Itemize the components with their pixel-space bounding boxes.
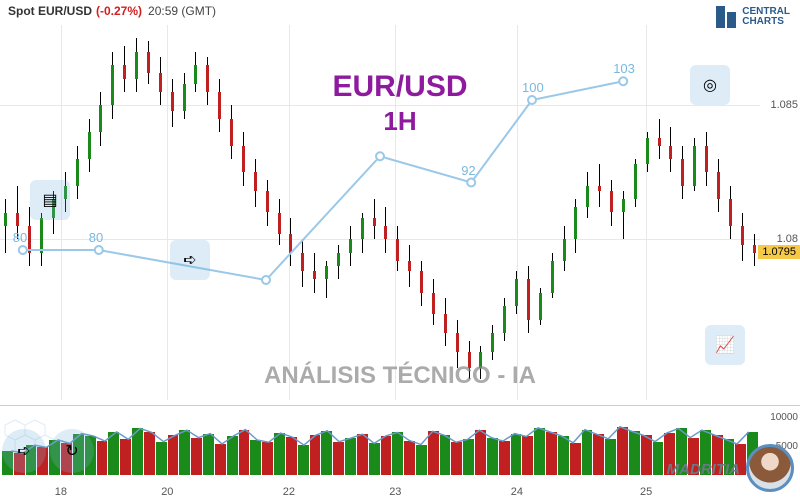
logo-text: CENTRAL CHARTS xyxy=(742,7,790,27)
time-label: 20:59 (GMT) xyxy=(148,4,216,18)
spot-label: Spot EUR/USD xyxy=(8,4,92,18)
watermark-icon: ▤ xyxy=(30,180,70,220)
subtitle-overlay: ANÁLISIS TÉCNICO - IA xyxy=(264,362,536,390)
price-chart-area[interactable]: 1.081.0851.0795 EUR/USD 1H ANÁLISIS TÉCN… xyxy=(0,25,800,400)
watermark-arrow-icon: ➪ xyxy=(170,240,210,280)
watermark-icon: ◎ xyxy=(690,65,730,105)
price-y-axis: 1.081.0851.0795 xyxy=(760,25,800,400)
nav-refresh-icon[interactable]: ↻ xyxy=(50,429,94,473)
assistant-avatar[interactable] xyxy=(746,444,794,492)
timeframe-title: 1H xyxy=(332,106,467,137)
volume-line xyxy=(0,406,760,475)
pct-change: (-0.27%) xyxy=(96,4,142,18)
chart-header: Spot EUR/USD (-0.27%) 20:59 (GMT) xyxy=(0,0,800,22)
time-x-axis: 182022232425 xyxy=(0,482,760,500)
watermark-chart-icon: 📈 xyxy=(705,325,745,365)
chart-title-overlay: EUR/USD 1H xyxy=(332,70,467,137)
pair-title: EUR/USD xyxy=(332,70,467,104)
nav-arrow-icon[interactable]: ➪ xyxy=(2,429,46,473)
footer-brand: MADRITIA xyxy=(667,461,740,478)
